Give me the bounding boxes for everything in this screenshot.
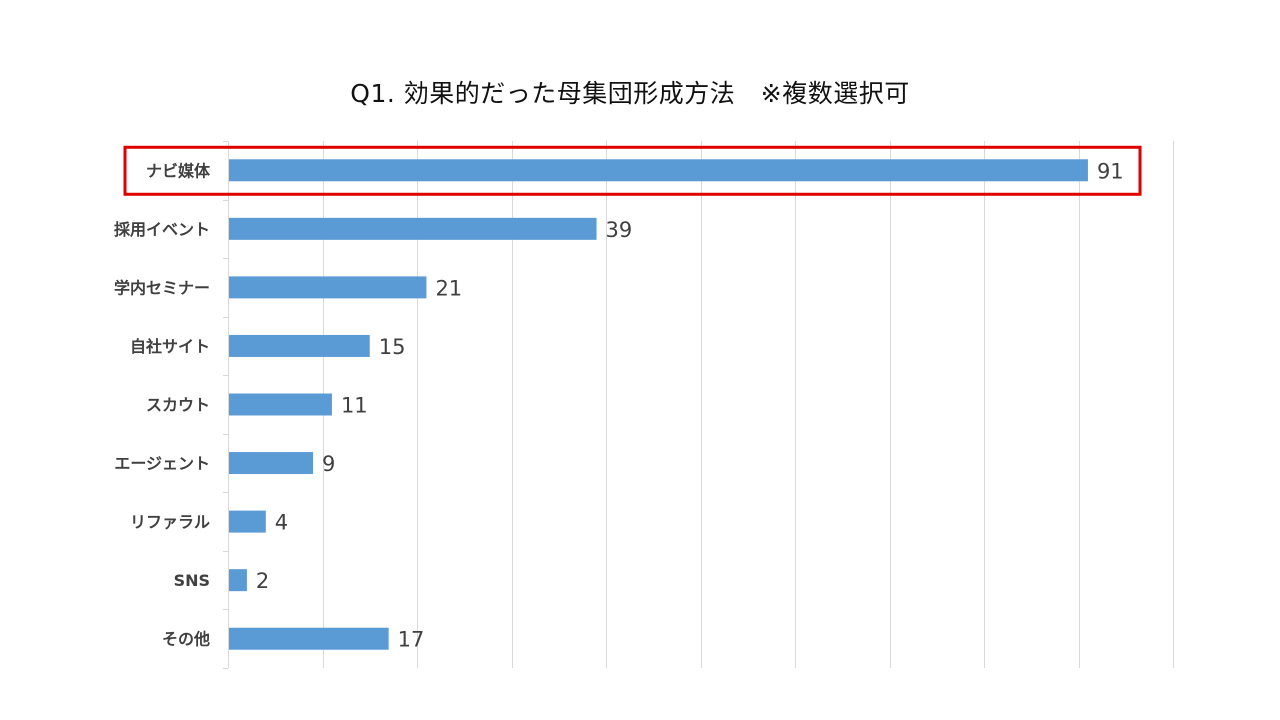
data-label: 9 (322, 452, 335, 476)
highlight-box (123, 145, 1142, 196)
data-label: 4 (275, 511, 288, 535)
bar (229, 452, 314, 475)
category-label: その他 (162, 630, 210, 649)
category-label: リファラル (130, 513, 210, 532)
bar (229, 569, 247, 592)
bar (229, 393, 332, 416)
category-label: ナビ媒体 (146, 161, 211, 180)
bars (229, 159, 1088, 650)
data-label: 39 (606, 218, 633, 242)
data-label: 15 (379, 335, 406, 359)
bar (229, 159, 1088, 182)
data-label: 17 (398, 628, 425, 652)
category-label: SNS (174, 571, 210, 590)
category-label: 学内セミナー (114, 278, 210, 297)
data-label: 2 (256, 569, 269, 593)
labels: ナビ媒体 91 採用イベント 39 学内セミナー 21 自社サイト 15 スカウト 11 エージェン… (114, 145, 1142, 652)
data-label: 91 (1097, 159, 1124, 183)
category-label: エージェント (114, 454, 210, 473)
bar (229, 276, 427, 299)
data-label: 21 (435, 276, 462, 300)
bar (229, 510, 266, 533)
bar (229, 217, 597, 240)
bar (229, 334, 370, 357)
category-label: 自社サイト (130, 337, 210, 356)
category-axis (223, 141, 229, 669)
category-label: スカウト (146, 396, 210, 415)
bar (229, 627, 389, 650)
data-label: 11 (341, 394, 368, 418)
chart-title: Q1. 効果的だった母集団形成方法 ※複数選択可 (350, 79, 910, 108)
category-label: 採用イベント (114, 220, 210, 239)
